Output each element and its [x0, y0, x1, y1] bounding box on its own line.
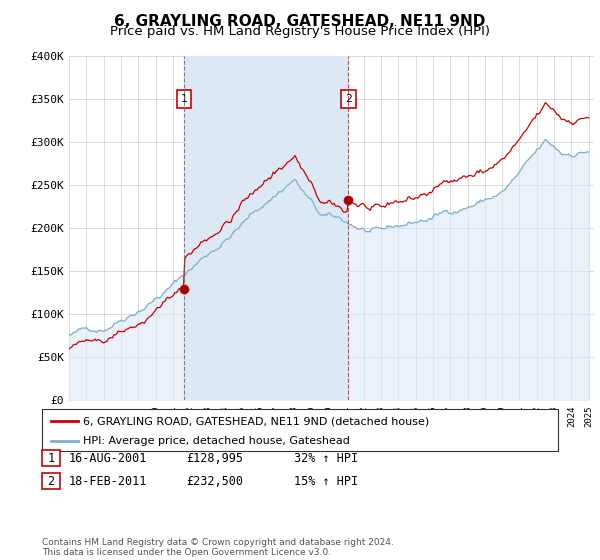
- Bar: [184, 56, 349, 400]
- Text: 1: 1: [181, 94, 187, 104]
- Text: 2: 2: [345, 94, 352, 104]
- Text: Price paid vs. HM Land Registry's House Price Index (HPI): Price paid vs. HM Land Registry's House …: [110, 25, 490, 38]
- Text: 6, GRAYLING ROAD, GATESHEAD, NE11 9ND (detached house): 6, GRAYLING ROAD, GATESHEAD, NE11 9ND (d…: [83, 416, 429, 426]
- Text: Contains HM Land Registry data © Crown copyright and database right 2024.
This d: Contains HM Land Registry data © Crown c…: [42, 538, 394, 557]
- Text: 18-FEB-2011: 18-FEB-2011: [69, 474, 148, 488]
- Text: 2: 2: [47, 474, 55, 488]
- Text: 15% ↑ HPI: 15% ↑ HPI: [294, 474, 358, 488]
- Text: 32% ↑ HPI: 32% ↑ HPI: [294, 451, 358, 465]
- Text: £128,995: £128,995: [186, 451, 243, 465]
- Text: HPI: Average price, detached house, Gateshead: HPI: Average price, detached house, Gate…: [83, 436, 350, 446]
- Text: £232,500: £232,500: [186, 474, 243, 488]
- Text: 6, GRAYLING ROAD, GATESHEAD, NE11 9ND: 6, GRAYLING ROAD, GATESHEAD, NE11 9ND: [115, 14, 485, 29]
- Text: 16-AUG-2001: 16-AUG-2001: [69, 451, 148, 465]
- Text: 1: 1: [47, 451, 55, 465]
